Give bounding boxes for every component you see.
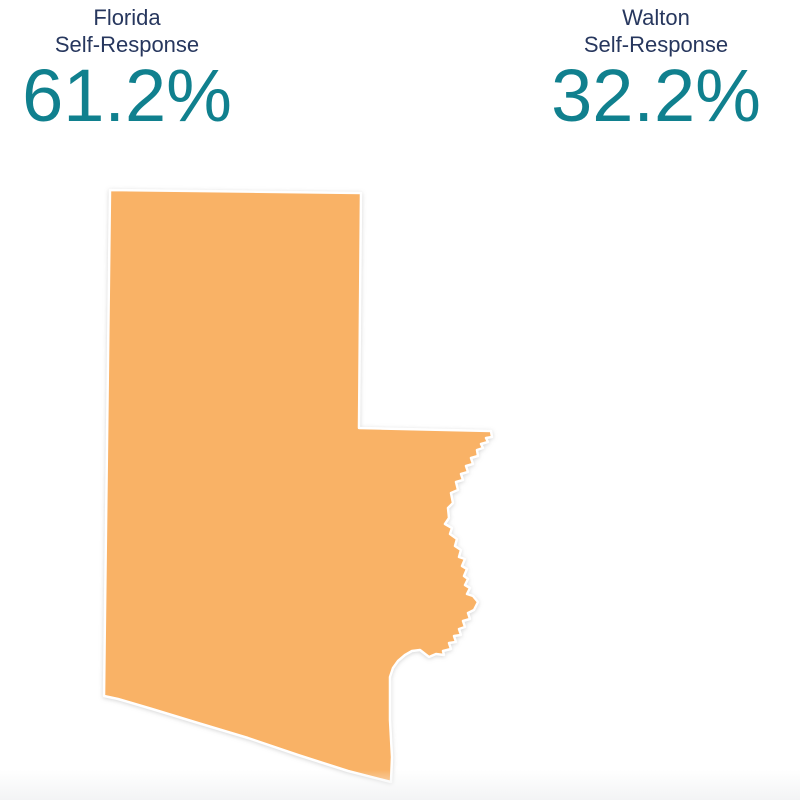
florida-stat-region-label: Florida (93, 5, 161, 30)
walton-stat-value: 32.2% (551, 54, 761, 137)
florida-stat-value: 61.2% (22, 54, 232, 137)
walton-stat-block: Walton Self-Response 32.2% (532, 4, 780, 137)
walton-stat-metric-label: Self-Response (583, 32, 729, 57)
walton-county-shape[interactable] (102, 188, 494, 784)
florida-stat-metric-label: Self-Response (54, 32, 200, 57)
walton-stat-region-label: Walton (622, 5, 690, 30)
florida-stat-block: Florida Self-Response 61.2% (2, 4, 252, 137)
